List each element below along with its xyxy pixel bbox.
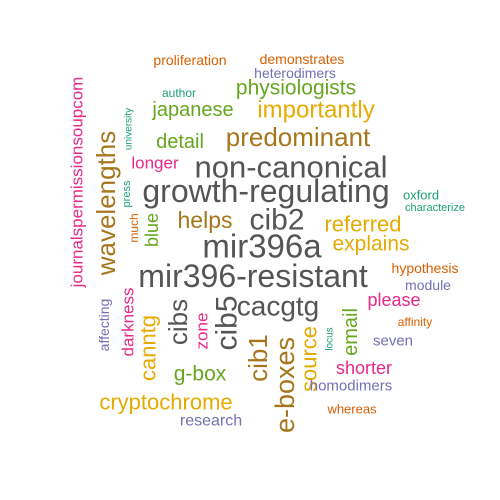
word-japanese: japanese [151, 99, 233, 121]
word-e-boxes: e-boxes [270, 337, 300, 433]
word-cryptochrome: cryptochrome [99, 390, 232, 415]
word-non-canonical: non-canonical [194, 150, 387, 185]
word-heterodimers: heterodimers [254, 65, 336, 81]
word-author: author [162, 86, 196, 100]
word-journalspermissionsoupcom: journalspermissionsoupcom [68, 77, 87, 289]
word-referred: referred [324, 212, 401, 237]
word-helps: helps [178, 207, 233, 233]
word-explains: explains [332, 233, 409, 256]
word-cib1: cib1 [243, 334, 273, 382]
word-predominant: predominant [226, 122, 371, 152]
word-importantly: importantly [257, 97, 374, 124]
word-demonstrates: demonstrates [260, 51, 345, 67]
word-email: email [340, 308, 362, 356]
word-university: university [124, 108, 135, 150]
word-detail: detail [156, 131, 204, 153]
word-wavelengths: wavelengths [91, 131, 121, 277]
word-shorter: shorter [336, 358, 392, 378]
word-proliferation: proliferation [153, 52, 226, 68]
word-locus: locus [325, 327, 336, 350]
word-module: module [405, 277, 451, 293]
word-research: research [180, 413, 242, 430]
word-physiologists: physiologists [236, 77, 356, 100]
word-canntg: canntg [136, 315, 161, 381]
word-darkness: darkness [119, 288, 138, 357]
word-source: source [297, 326, 322, 392]
word-cibs: cibs [163, 299, 193, 345]
word-please: please [367, 290, 420, 310]
word-hypothesis: hypothesis [392, 260, 459, 276]
word-g-box: g-box [174, 363, 227, 386]
word-blue: blue [142, 213, 162, 247]
word-growth-regulating: growth-regulating [142, 173, 389, 209]
word-cib5: cib5 [211, 295, 244, 350]
word-oxford: oxford [403, 188, 439, 203]
word-seven: seven [373, 333, 413, 350]
word-zone: zone [193, 313, 212, 350]
word-mir396a: mir396a [202, 228, 322, 265]
word-whereas: whereas [326, 402, 377, 417]
word-characterize: characterize [405, 202, 465, 214]
word-much: much [127, 213, 141, 242]
word-homodimers: homodimers [310, 378, 393, 395]
word-affecting: affecting [96, 299, 112, 352]
word-cacgtg: cacgtg [237, 291, 320, 322]
word-press: press [121, 180, 133, 207]
word-mir396-resistant: mir396-resistant [138, 258, 368, 294]
word-cib2: cib2 [249, 204, 304, 237]
word-affinity: affinity [398, 315, 432, 329]
word-longer: longer [131, 154, 179, 173]
